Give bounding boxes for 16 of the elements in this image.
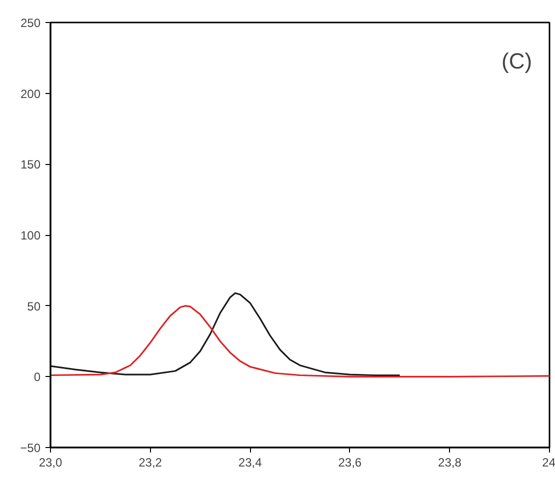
y-tick-label: 50 [27,299,41,314]
annotation: (C) [501,48,532,74]
line-series [50,292,401,376]
x-tick-label: 24 [542,456,555,470]
y-tick-label: 200 [20,86,41,101]
x-tick-label: 23,4 [238,456,262,470]
y-tick-label: 250 [20,16,41,30]
x-tick-label: 23,6 [338,456,362,470]
line-series [50,305,550,378]
y-tick-label: 0 [34,370,41,384]
x-tick-label: 23,0 [38,456,63,470]
y-tick-label: 150 [20,158,41,172]
y-tick-label: 100 [20,228,41,242]
y-tick-label: −50 [20,441,41,455]
x-tick-label: 23,8 [438,456,462,470]
x-tick-label: 23,2 [138,456,162,470]
